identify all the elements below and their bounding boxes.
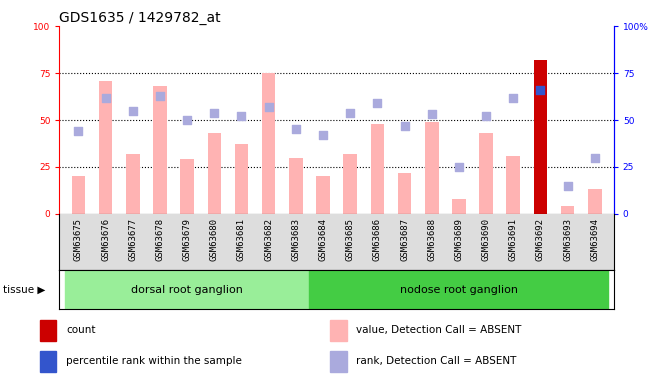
- Point: [73, 128, 84, 134]
- Text: tissue ▶: tissue ▶: [3, 285, 46, 295]
- Bar: [316, 176, 330, 214]
- Point: [508, 94, 519, 100]
- Bar: [180, 159, 194, 214]
- Point: [154, 93, 165, 99]
- Text: GSM63678: GSM63678: [156, 218, 164, 261]
- Text: GSM63689: GSM63689: [454, 218, 463, 261]
- Point: [236, 113, 247, 119]
- Bar: [479, 133, 493, 214]
- Bar: [235, 144, 248, 214]
- Bar: [561, 206, 574, 214]
- Bar: [65, 270, 310, 309]
- Point: [317, 132, 328, 138]
- Text: GSM63693: GSM63693: [563, 218, 572, 261]
- Text: GSM63694: GSM63694: [590, 218, 599, 261]
- Bar: [425, 122, 438, 214]
- Bar: [126, 154, 139, 214]
- Bar: [330, 320, 346, 341]
- Bar: [207, 133, 221, 214]
- Text: GSM63676: GSM63676: [101, 218, 110, 261]
- Point: [263, 104, 274, 110]
- Bar: [534, 60, 547, 214]
- Bar: [588, 189, 601, 214]
- Point: [453, 164, 464, 170]
- Point: [182, 117, 193, 123]
- Bar: [343, 154, 357, 214]
- Text: GSM63677: GSM63677: [128, 218, 137, 261]
- Bar: [40, 351, 56, 372]
- Bar: [72, 176, 85, 214]
- Bar: [506, 156, 520, 214]
- Text: nodose root ganglion: nodose root ganglion: [400, 285, 518, 295]
- Text: count: count: [66, 326, 96, 336]
- Point: [426, 111, 437, 117]
- Text: GSM63682: GSM63682: [264, 218, 273, 261]
- Bar: [370, 124, 384, 214]
- Bar: [452, 199, 466, 214]
- Point: [209, 110, 220, 116]
- Text: GSM63688: GSM63688: [427, 218, 436, 261]
- Text: GSM63679: GSM63679: [183, 218, 191, 261]
- Bar: [310, 270, 609, 309]
- Bar: [398, 172, 411, 214]
- Point: [345, 110, 356, 116]
- Point: [535, 87, 546, 93]
- Text: GSM63686: GSM63686: [373, 218, 382, 261]
- Bar: [99, 81, 112, 214]
- Bar: [289, 158, 303, 214]
- Point: [127, 108, 138, 114]
- Text: percentile rank within the sample: percentile rank within the sample: [66, 356, 242, 366]
- Text: GSM63690: GSM63690: [482, 218, 490, 261]
- Text: GDS1635 / 1429782_at: GDS1635 / 1429782_at: [59, 11, 221, 25]
- Point: [372, 100, 383, 106]
- Text: GSM63683: GSM63683: [291, 218, 300, 261]
- Text: GSM63691: GSM63691: [509, 218, 517, 261]
- Point: [562, 183, 573, 189]
- Bar: [153, 86, 167, 214]
- Text: GSM63684: GSM63684: [319, 218, 327, 261]
- Text: GSM63675: GSM63675: [74, 218, 83, 261]
- Text: GSM63681: GSM63681: [237, 218, 246, 261]
- Text: dorsal root ganglion: dorsal root ganglion: [131, 285, 243, 295]
- Point: [290, 126, 301, 132]
- Bar: [40, 320, 56, 341]
- Text: GSM63680: GSM63680: [210, 218, 219, 261]
- Point: [399, 123, 410, 129]
- Text: value, Detection Call = ABSENT: value, Detection Call = ABSENT: [356, 326, 522, 336]
- Point: [100, 94, 111, 100]
- Text: GSM63692: GSM63692: [536, 218, 545, 261]
- Point: [589, 154, 600, 160]
- Text: GSM63685: GSM63685: [346, 218, 354, 261]
- Point: [480, 113, 491, 119]
- Text: rank, Detection Call = ABSENT: rank, Detection Call = ABSENT: [356, 356, 517, 366]
- Text: GSM63687: GSM63687: [400, 218, 409, 261]
- Bar: [330, 351, 346, 372]
- Bar: [262, 73, 275, 214]
